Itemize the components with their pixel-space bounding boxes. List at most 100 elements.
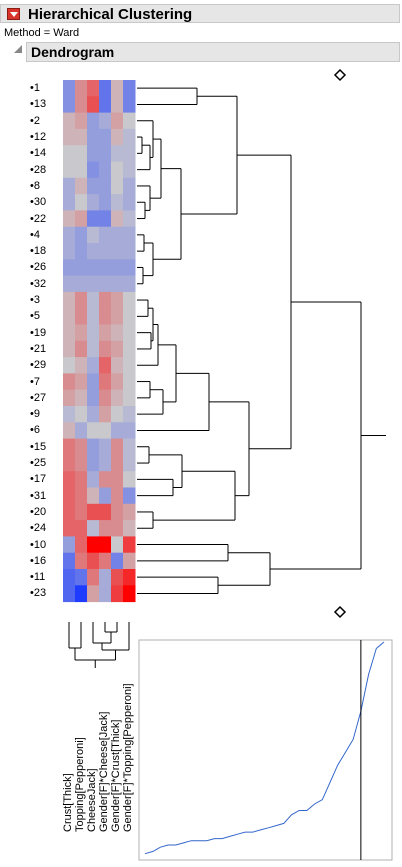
heatmap-cell: [75, 112, 88, 130]
heatmap-cell: [75, 552, 88, 570]
heatmap-cell: [63, 210, 76, 228]
heatmap-cell: [63, 340, 76, 358]
heatmap-cell: [123, 324, 136, 342]
heatmap-cell: [63, 569, 76, 586]
heatmap-cell: [75, 161, 88, 179]
heatmap-cell: [87, 177, 100, 195]
heatmap-cell: [87, 80, 100, 97]
heatmap-cell: [75, 177, 88, 195]
cluster-count-handle-icon[interactable]: [333, 605, 347, 619]
heatmap-cell: [75, 324, 88, 342]
row-label: •17: [30, 473, 47, 486]
row-label: •16: [30, 554, 47, 567]
row-label: •25: [30, 457, 47, 470]
heatmap-cell: [75, 438, 88, 456]
heatmap-cell: [75, 145, 88, 162]
heatmap-cell: [63, 177, 76, 195]
heatmap-cell: [123, 128, 136, 146]
heatmap-cell: [111, 308, 124, 325]
row-label: •1: [30, 82, 40, 95]
heatmap-cell: [87, 503, 100, 521]
heatmap-cell: [63, 552, 76, 570]
heatmap-cell: [87, 536, 100, 554]
heatmap-cell: [87, 308, 100, 325]
heatmap-cell: [87, 210, 100, 228]
heatmap-cell: [111, 128, 124, 146]
heatmap-cell: [99, 112, 112, 130]
heatmap-cell: [75, 243, 88, 260]
cluster-count-handle-icon[interactable]: [333, 68, 347, 82]
heatmap-cell: [99, 471, 112, 488]
heatmap-cell: [99, 161, 112, 179]
heatmap-cell: [87, 128, 100, 146]
heatmap-cell: [75, 226, 88, 244]
distance-plot-frame: [138, 639, 393, 861]
heatmap-cell: [123, 80, 136, 97]
heatmap-cell: [111, 585, 124, 603]
heatmap-cell: [123, 454, 136, 472]
heatmap-cell: [99, 96, 112, 114]
row-label: •32: [30, 277, 47, 290]
heatmap-cell: [111, 340, 124, 358]
heatmap-cell: [123, 438, 136, 456]
heatmap-cell: [87, 145, 100, 162]
row-label: •29: [30, 359, 47, 372]
row-label: •30: [30, 196, 47, 209]
heatmap-cell: [111, 275, 124, 293]
red-triangle-menu-icon[interactable]: [7, 8, 20, 20]
heatmap-cell: [99, 308, 112, 325]
heatmap-cell: [87, 406, 100, 423]
heatmap-cell: [99, 275, 112, 293]
heatmap-cell: [87, 389, 100, 407]
heatmap-cell: [99, 259, 112, 277]
heatmap-cell: [111, 536, 124, 554]
heatmap-cell: [123, 569, 136, 586]
heatmap-cell: [123, 471, 136, 488]
row-label: •26: [30, 261, 47, 274]
heatmap-cell: [63, 128, 76, 146]
distance-curve: [144, 641, 385, 855]
heatmap-cell: [87, 243, 100, 260]
row-label: •11: [30, 571, 46, 584]
heatmap-cell: [87, 291, 100, 309]
column-label: Topping[Pepperoni]: [74, 737, 86, 832]
heatmap-cell: [123, 406, 136, 423]
heatmap-cell: [63, 324, 76, 342]
heatmap-cell: [63, 226, 76, 244]
dendrogram-header[interactable]: Dendrogram: [26, 42, 400, 62]
heatmap-cell: [75, 308, 88, 325]
heatmap-cell: [75, 259, 88, 277]
hierarchical-clustering-header[interactable]: Hierarchical Clustering: [0, 4, 400, 23]
heatmap-cell: [123, 422, 136, 440]
row-label: •9: [30, 408, 40, 421]
heatmap-cell: [99, 487, 112, 505]
heatmap-cell: [99, 569, 112, 586]
heatmap-cell: [111, 96, 124, 114]
row-label: •5: [30, 310, 40, 323]
heatmap-cell: [99, 226, 112, 244]
heatmap-cell: [87, 552, 100, 570]
heatmap-cell: [87, 357, 100, 374]
heatmap-cell: [87, 226, 100, 244]
heatmap-cell: [63, 259, 76, 277]
heatmap-cell: [123, 585, 136, 603]
heatmap-cell: [99, 291, 112, 309]
heatmap-cell: [75, 275, 88, 293]
heatmap-cell: [75, 389, 88, 407]
heatmap-cell: [111, 259, 124, 277]
heatmap-cell: [75, 210, 88, 228]
heatmap-cell: [123, 340, 136, 358]
disclosure-triangle-icon[interactable]: [14, 45, 22, 53]
row-label: •15: [30, 440, 47, 453]
dendrogram-title: Dendrogram: [31, 44, 115, 60]
heatmap-cell: [63, 243, 76, 260]
row-label: •7: [30, 375, 40, 388]
heatmap-cell: [111, 373, 124, 391]
heatmap-cell: [111, 487, 124, 505]
heatmap-cell: [111, 243, 124, 260]
heatmap-cell: [75, 454, 88, 472]
heatmap-cell: [75, 422, 88, 440]
heatmap-cell: [87, 454, 100, 472]
heatmap-cell: [63, 161, 76, 179]
heatmap-cell: [75, 340, 88, 358]
